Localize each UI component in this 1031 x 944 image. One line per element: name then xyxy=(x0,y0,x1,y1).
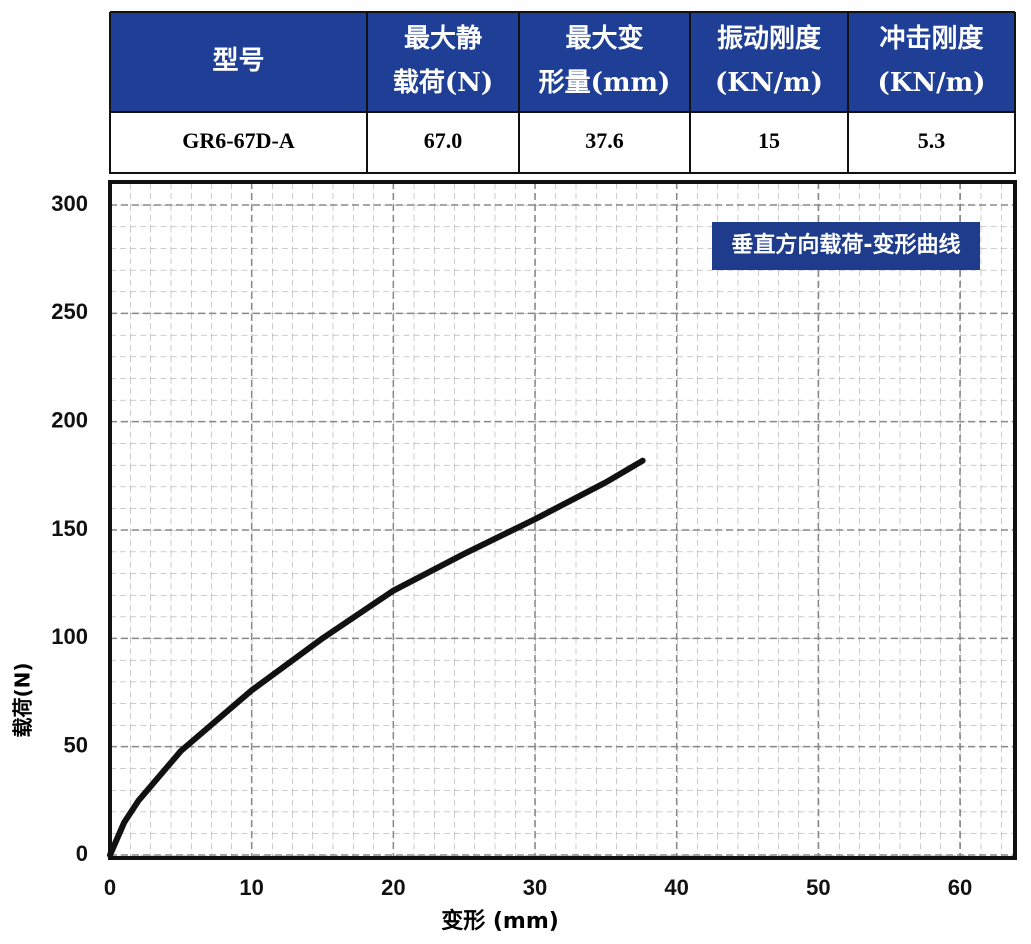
x-tick-label: 50 xyxy=(806,875,830,900)
table-cell: 5.3 xyxy=(918,128,946,153)
x-tick-label: 60 xyxy=(948,875,972,900)
title-box xyxy=(712,222,980,270)
y-tick-label: 150 xyxy=(51,516,88,541)
minor-grid xyxy=(110,182,1015,858)
x-tick-label: 20 xyxy=(381,875,405,900)
y-tick-label: 100 xyxy=(51,624,88,649)
x-tick-label: 30 xyxy=(523,875,547,900)
header-cell: (KN/m) xyxy=(715,68,823,98)
header-cell: 冲击刚度 xyxy=(879,23,983,54)
table-cell: 37.6 xyxy=(585,128,624,153)
y-tick-label: 0 xyxy=(76,841,88,866)
header-cell: 振动刚度 xyxy=(717,23,821,54)
y-tick-label: 50 xyxy=(64,732,88,757)
table-cell: 67.0 xyxy=(424,128,463,153)
header-cell: 最大变 xyxy=(565,23,643,54)
x-axis-label: 变形 (mm) xyxy=(441,908,559,934)
header-cell: 载荷(N) xyxy=(393,68,493,98)
x-tick-label: 40 xyxy=(664,875,688,900)
plot-frame xyxy=(108,180,1017,860)
chart-title: 垂直方向载荷-变形曲线 xyxy=(731,232,960,258)
y-tick-label: 200 xyxy=(51,407,88,432)
header-cell: 形量(mm) xyxy=(539,68,671,98)
row-bg xyxy=(109,111,1016,174)
curve xyxy=(107,457,646,858)
header-cell: (KN/m) xyxy=(878,68,986,98)
x-tick-label: 0 xyxy=(104,875,116,900)
table-cell: GR6-67D-A xyxy=(182,128,295,153)
y-tick-label: 300 xyxy=(51,191,88,216)
y-tick-label: 250 xyxy=(51,299,88,324)
y-axis-label: 载荷(N) xyxy=(11,662,35,737)
x-tick-label: 10 xyxy=(239,875,263,900)
header-cell: 型号 xyxy=(212,46,264,76)
table-cell: 15 xyxy=(758,128,780,153)
header-cell: 最大静 xyxy=(404,23,482,54)
header-bg xyxy=(110,12,1015,112)
grid xyxy=(109,182,1015,858)
